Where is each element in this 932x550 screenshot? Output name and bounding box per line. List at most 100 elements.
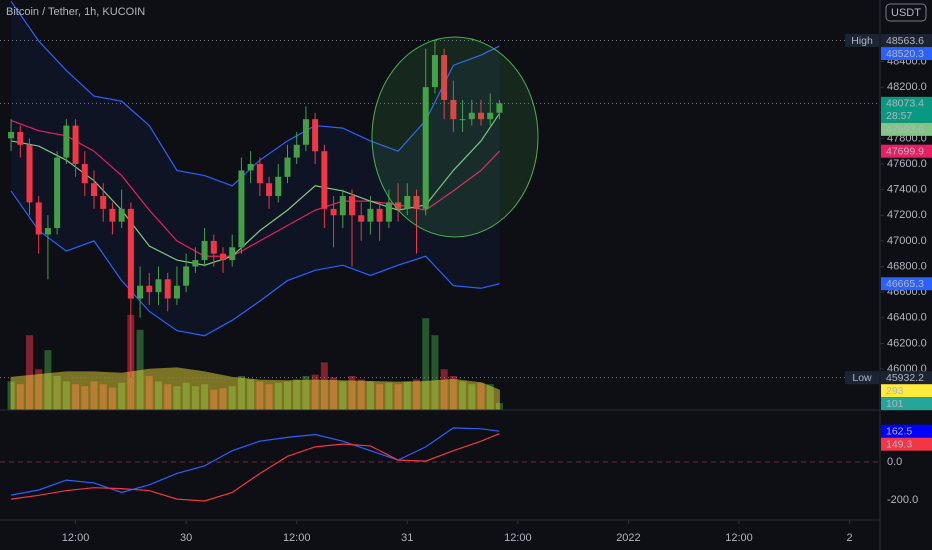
- candle-body: [266, 183, 273, 197]
- price-tag-label: 101: [886, 398, 904, 410]
- price-tag: [881, 34, 932, 48]
- volume-bar: [302, 376, 310, 410]
- volume-bar: [118, 382, 126, 410]
- volume-bar: [413, 379, 421, 410]
- currency[interactable]: USDT: [891, 7, 921, 19]
- candle-body: [302, 119, 309, 145]
- candle-body: [275, 176, 282, 197]
- y-tick-label: -200.0: [887, 494, 918, 506]
- price-tag: [881, 437, 932, 451]
- volume-bar: [90, 381, 98, 410]
- price-tag-label: 293: [886, 385, 904, 397]
- x-tick-label: 2022: [616, 532, 640, 544]
- y-tick-label: 48200.0: [887, 81, 927, 93]
- candle-body: [173, 285, 180, 299]
- volume-bar: [182, 382, 190, 410]
- candle-body: [468, 112, 475, 120]
- y-tick-label: 47000.0: [887, 235, 927, 247]
- y-tick-label: 47600.0: [887, 158, 927, 170]
- volume-bar: [62, 381, 70, 410]
- volume-bar: [201, 384, 209, 410]
- candle-body: [339, 196, 346, 216]
- price-tag: [881, 277, 932, 291]
- currency-box[interactable]: [885, 3, 927, 22]
- candle-body: [385, 202, 392, 222]
- x-tick-label: 31: [401, 532, 413, 544]
- volume-bar: [339, 381, 347, 410]
- candle-body: [404, 196, 411, 209]
- volume-bar: [477, 382, 485, 410]
- price-tag: [881, 122, 932, 136]
- candle-body: [109, 208, 116, 222]
- volume-bar: [44, 350, 52, 410]
- volume-bar: [320, 362, 328, 410]
- price-tag: [881, 424, 932, 438]
- candle-body: [459, 119, 466, 121]
- price-tag: [881, 144, 932, 158]
- volume-bar: [35, 369, 43, 410]
- candle-body: [496, 103, 503, 113]
- volume-bar: [283, 381, 291, 410]
- volume-bar: [394, 384, 402, 410]
- volume-bar: [486, 384, 494, 410]
- price-tag: [881, 47, 932, 61]
- price-tag-label: 48520.3: [886, 48, 924, 60]
- volume-bar: [25, 335, 33, 410]
- price-tag-label: 48563.6: [886, 35, 924, 47]
- price-tag-label: 149.3: [886, 438, 912, 450]
- candle-body: [284, 157, 291, 177]
- candle-body: [8, 131, 15, 139]
- candle-body: [293, 144, 300, 158]
- candle-body: [312, 119, 319, 152]
- oscillator-line: [10, 427, 500, 496]
- candle-body: [44, 228, 51, 235]
- candle-body: [210, 240, 217, 254]
- volume-bar: [16, 384, 24, 410]
- volume-bar: [72, 384, 80, 410]
- candle-body: [367, 208, 374, 222]
- candle-body: [164, 279, 171, 299]
- candle-body: [127, 208, 134, 299]
- candle-body: [330, 208, 337, 216]
- volume-bar: [376, 384, 384, 410]
- candle-body: [35, 202, 42, 235]
- volume-bar: [228, 386, 236, 410]
- candle-body: [155, 279, 162, 293]
- price-tag-label: 47699.9: [886, 145, 924, 157]
- volume-bar: [99, 384, 107, 410]
- volume-bar: [247, 379, 255, 410]
- candle-body: [413, 196, 420, 209]
- volume-bar: [154, 381, 162, 410]
- y-tick-label: 46200.0: [887, 337, 927, 349]
- x-tick-label: 12:00: [283, 532, 311, 544]
- volume-bar: [108, 387, 116, 410]
- volume-bar: [265, 384, 273, 410]
- candle-body: [100, 196, 107, 209]
- candle-body: [431, 55, 438, 88]
- candle-body: [81, 164, 88, 184]
- candle-body: [395, 202, 402, 209]
- candle-body: [487, 112, 494, 120]
- volume-bar: [348, 376, 356, 410]
- volume-bar: [449, 376, 457, 410]
- candle-body: [358, 215, 365, 222]
- price-tags: 48563.6 High 48520.3 48073.428:57 47993.6 476…: [845, 34, 932, 451]
- volume-bar: [237, 376, 245, 410]
- side-label: Low: [852, 372, 872, 384]
- volume-bar: [468, 384, 476, 410]
- volume-bar: [366, 381, 374, 410]
- price-tag-label: 162.5: [886, 425, 912, 437]
- volume-bar: [210, 389, 218, 410]
- candle-body: [450, 99, 457, 120]
- candle-body: [63, 125, 70, 158]
- volume-bar: [145, 376, 153, 410]
- price-tag: [881, 384, 932, 398]
- volume-bar: [219, 388, 227, 410]
- y-tick-label: 47400.0: [887, 184, 927, 196]
- volume-bar: [256, 381, 264, 410]
- volume-bar: [136, 329, 144, 410]
- volume-ma: [10, 367, 500, 411]
- x-tick-label: 2: [847, 532, 853, 544]
- candle-body: [17, 131, 24, 145]
